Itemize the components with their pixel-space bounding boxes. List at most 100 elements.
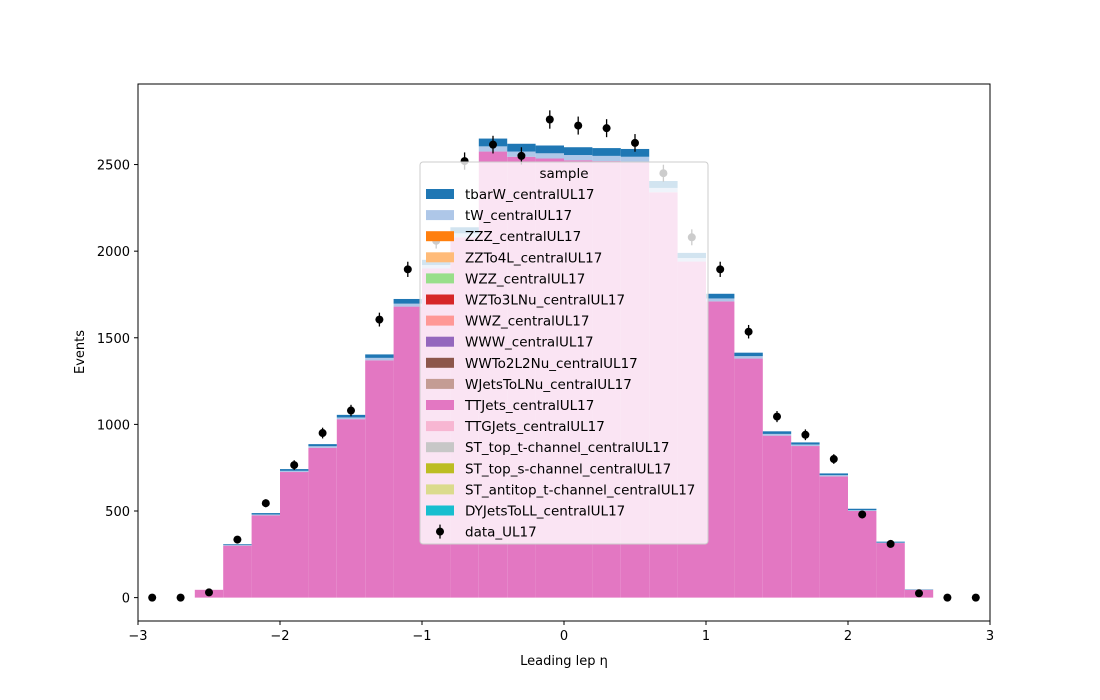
data-point (489, 140, 497, 149)
legend-swatch (426, 336, 454, 347)
bar-tW_centralUL17-bin-16 (592, 155, 621, 162)
bar-tW_centralUL17-bin-5 (280, 470, 309, 473)
data-point (347, 406, 355, 415)
legend-label: WZZ_centralUL17 (465, 271, 585, 287)
data-point (631, 138, 639, 147)
bar-TTJets_centralUL17-bin-25 (848, 511, 877, 598)
bar-TTJets_centralUL17-bin-9 (393, 306, 422, 598)
bar-tW_centralUL17-bin-6 (308, 446, 337, 448)
bar-tW_centralUL17-bin-9 (393, 303, 422, 307)
y-axis: 0 500 1000 1500 2000 2500 (97, 159, 138, 607)
legend-label: ZZZ_centralUL17 (465, 229, 581, 245)
x-tick-label: −3 (128, 629, 147, 644)
bar-TTJets_centralUL17-bin-24 (819, 476, 848, 598)
legend-label: ST_top_s-channel_centralUL17 (465, 461, 671, 477)
bar-tW_centralUL17-bin-17 (620, 156, 650, 162)
data-point (744, 327, 753, 336)
bar-TTJets_centralUL17-bin-26 (876, 543, 905, 598)
bar-TTJets_centralUL17-bin-20 (706, 301, 735, 598)
legend-swatch (426, 357, 454, 368)
legend-swatch (426, 378, 454, 389)
bar-TTJets_centralUL17-bin-22 (762, 435, 792, 598)
legend-label: WZTo3LNu_centralUL17 (465, 293, 625, 309)
data-point (205, 588, 213, 597)
legend-swatch (426, 252, 454, 263)
bar-tbarW_centralUL17-bin-21 (734, 352, 763, 357)
y-tick-label: 1000 (97, 418, 130, 433)
data-point (943, 593, 952, 602)
legend: sample tbarW_centralUL17 tW_centralUL17 ZZ… (419, 161, 709, 545)
legend-label: tW_centralUL17 (465, 208, 572, 224)
bar-tbarW_centralUL17-bin-16 (592, 148, 621, 156)
data-point (801, 430, 810, 439)
legend-entries: tbarW_centralUL17 tW_centralUL17 ZZZ_centr… (426, 187, 695, 541)
legend-box (419, 161, 709, 545)
data-point (602, 124, 611, 133)
bar-tbarW_centralUL17-bin-24 (819, 473, 848, 476)
legend-swatch (426, 463, 454, 474)
y-axis-label: Events (73, 330, 88, 374)
bar-tW_centralUL17-bin-14 (535, 153, 564, 159)
legend-label: ZZTo4L_centralUL17 (465, 250, 602, 266)
legend-swatch (426, 421, 454, 432)
bar-tbarW_centralUL17-bin-15 (564, 147, 593, 156)
bar-tW_centralUL17-bin-4 (251, 514, 280, 516)
data-point (290, 461, 299, 470)
legend-swatch (426, 294, 454, 305)
x-tick-label: −1 (412, 629, 431, 644)
bar-tbarW_centralUL17-bin-6 (308, 444, 337, 447)
data-point (829, 455, 838, 464)
legend-swatch (426, 484, 454, 495)
plot-area: sample tbarW_centralUL17 tW_centralUL17 ZZ… (137, 83, 991, 622)
data-point (716, 265, 725, 274)
data-point (176, 593, 185, 602)
data-point (545, 115, 554, 124)
legend-data-marker (436, 527, 444, 536)
data-point (773, 412, 781, 421)
data-point (375, 315, 384, 324)
legend-title: sample (539, 166, 588, 182)
bar-TTJets_centralUL17-bin-3 (223, 545, 252, 598)
legend-label: ST_antitop_t-channel_centralUL17 (465, 482, 695, 498)
bar-tbarW_centralUL17-bin-17 (620, 148, 650, 157)
legend-swatch (426, 189, 454, 199)
bar-tbarW_centralUL17-bin-8 (365, 354, 394, 358)
legend-label: tbarW_centralUL17 (465, 187, 595, 203)
data-point (261, 499, 270, 508)
data-point (233, 535, 242, 544)
legend-label: WJetsToLNu_centralUL17 (465, 377, 632, 393)
bar-TTJets_centralUL17-bin-5 (280, 472, 309, 598)
y-tick-label: 2000 (97, 245, 130, 260)
bar-tW_centralUL17-bin-21 (734, 356, 763, 359)
bar-tW_centralUL17-bin-3 (223, 545, 252, 546)
data-point (915, 589, 923, 598)
y-tick-label: 2500 (97, 159, 130, 174)
legend-swatch (426, 210, 454, 221)
x-tick-label: 1 (702, 629, 710, 644)
bar-tbarW_centralUL17-bin-14 (535, 145, 564, 154)
legend-swatch (426, 400, 454, 410)
bar-tbarW_centralUL17-bin-20 (706, 293, 735, 299)
bar-tW_centralUL17-bin-24 (819, 475, 848, 477)
y-tick-label: 0 (122, 592, 130, 607)
bar-TTJets_centralUL17-bin-23 (791, 446, 820, 598)
bar-TTJets_centralUL17-bin-6 (308, 447, 337, 598)
data-point (517, 151, 526, 160)
bar-tW_centralUL17-bin-15 (564, 155, 593, 161)
x-tick-label: 3 (986, 629, 994, 644)
bar-TTJets_centralUL17-bin-7 (336, 419, 366, 598)
data-point (403, 265, 412, 274)
bar-tW_centralUL17-bin-22 (762, 433, 792, 436)
legend-swatch (426, 273, 454, 284)
x-tick-label: −2 (270, 629, 289, 644)
bar-tW_centralUL17-bin-23 (791, 444, 820, 447)
legend-swatch (426, 315, 454, 326)
y-tick-label: 500 (105, 505, 130, 520)
legend-swatch (426, 505, 454, 516)
bar-tbarW_centralUL17-bin-9 (393, 298, 422, 304)
legend-label: WWTo2L2Nu_centralUL17 (465, 356, 638, 372)
legend-label: WWZ_centralUL17 (465, 314, 589, 330)
y-tick-label: 1500 (97, 332, 130, 347)
x-axis-label: Leading lep η (520, 654, 608, 669)
